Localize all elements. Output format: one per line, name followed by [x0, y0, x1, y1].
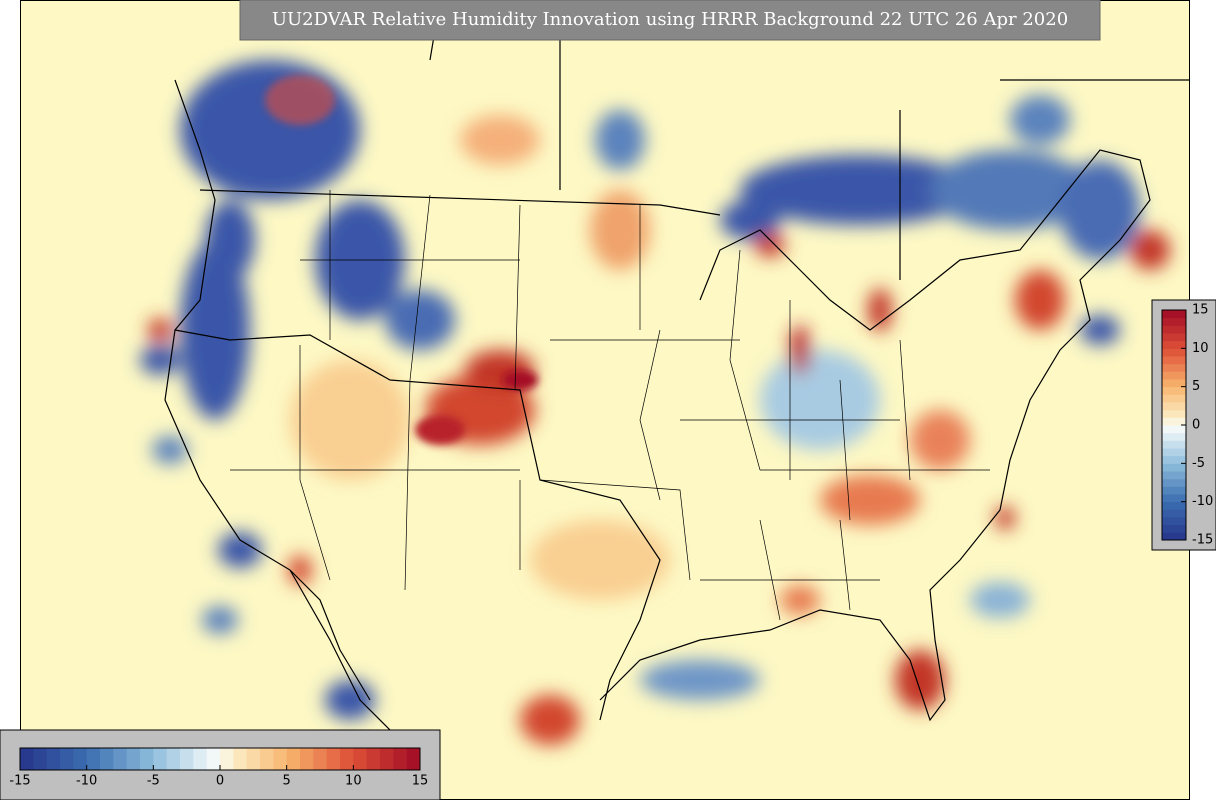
colorbar-step — [1162, 417, 1186, 426]
colorbar-step — [326, 748, 341, 770]
colorbar-step — [153, 748, 168, 770]
colorbar-step — [140, 748, 154, 770]
colorbar-step — [1162, 379, 1186, 388]
colorbar-step — [1162, 448, 1186, 457]
map-title: UU2DVAR Relative Humidity Innovation usi… — [272, 9, 1068, 30]
colorbar-tick-label: 15 — [412, 774, 429, 789]
colorbar-tick-label: 5 — [1192, 379, 1200, 394]
colorbar-step — [86, 748, 101, 770]
colorbar-tick-label: 5 — [283, 774, 291, 789]
colorbar-step — [1162, 363, 1186, 372]
colorbar-step — [1162, 317, 1186, 326]
colorbar-step — [246, 748, 261, 770]
colorbar-step — [166, 748, 181, 770]
colorbar-step — [1162, 486, 1186, 495]
colorbar-tick-label: 15 — [1192, 303, 1209, 318]
colorbar-step — [206, 748, 221, 770]
colorbar-step — [380, 748, 394, 770]
colorbar-tick-label: 0 — [216, 774, 224, 789]
colorbar-step — [1162, 509, 1186, 518]
colorbar-step — [20, 748, 34, 770]
colorbar-step — [1162, 340, 1186, 349]
colorbar-step — [1162, 409, 1186, 418]
colorbar-step — [180, 748, 194, 770]
colorbar-step — [193, 748, 208, 770]
colorbar-step — [1162, 432, 1186, 441]
colorbar-tick-label: 10 — [345, 774, 362, 789]
colorbar-step — [1162, 524, 1186, 533]
colorbar-step — [233, 748, 248, 770]
colorbar-step — [353, 748, 368, 770]
colorbar-step — [273, 748, 288, 770]
colorbar-tick-label: -10 — [76, 774, 97, 789]
colorbar-step — [1162, 425, 1186, 434]
colorbar-step — [60, 748, 74, 770]
colorbar-step — [33, 748, 48, 770]
colorbar-tick-label: -5 — [1192, 456, 1205, 471]
colorbar-tick-label: -15 — [1192, 533, 1213, 548]
colorbar-step — [113, 748, 128, 770]
colorbar-tick-label: -15 — [9, 774, 30, 789]
colorbar-step — [1162, 440, 1186, 449]
colorbar-step — [1162, 356, 1186, 365]
colorbar-step — [1162, 463, 1186, 472]
colorbar-step — [1162, 517, 1186, 526]
colorbar-step — [1162, 325, 1186, 334]
colorbar-step — [1162, 501, 1186, 510]
colorbar-tick-label: 10 — [1192, 341, 1209, 356]
colorbar-step — [393, 748, 408, 770]
colorbar-step — [126, 748, 141, 770]
colorbar-step — [1162, 455, 1186, 464]
colorbar-tick-label: -10 — [1192, 494, 1213, 509]
colorbar-step — [1162, 478, 1186, 487]
colorbar-step — [1162, 532, 1186, 541]
colorbar-step — [1162, 402, 1186, 411]
colorbar-tick-label: -5 — [147, 774, 160, 789]
colorbar-step — [220, 748, 234, 770]
colorbar-step — [286, 748, 301, 770]
colorbar-step — [1162, 394, 1186, 403]
colorbar-step — [1162, 371, 1186, 380]
colorbar-step — [1162, 348, 1186, 357]
colorbar-step — [340, 748, 354, 770]
colorbar-step — [1162, 310, 1186, 319]
colorbar-step — [260, 748, 274, 770]
colorbar-step — [300, 748, 314, 770]
colorbar-step — [406, 748, 421, 770]
colorbar-step — [366, 748, 381, 770]
colorbar-step — [1162, 386, 1186, 395]
colorbar-step — [73, 748, 88, 770]
colorbar-step — [1162, 333, 1186, 342]
colorbar-step — [1162, 471, 1186, 480]
colorbar-step — [313, 748, 328, 770]
title-box — [239, 0, 1101, 41]
map-field — [20, 0, 1190, 800]
colorbar-step — [46, 748, 61, 770]
colorbar-step — [100, 748, 114, 770]
colorbar-tick-label: 0 — [1192, 418, 1200, 433]
colorbar-step — [1162, 494, 1186, 503]
